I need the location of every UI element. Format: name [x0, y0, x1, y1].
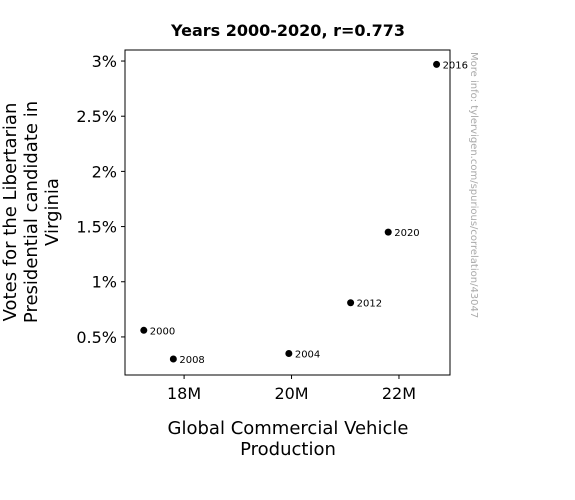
data-point: [347, 299, 355, 307]
data-points: 2000 2004 2008 2012 2016 2020: [140, 60, 468, 366]
point-label: 2004: [295, 349, 320, 360]
watermark: More info: tylervigen.com/spurious/corre…: [468, 52, 479, 318]
point-label: 2000: [150, 326, 175, 337]
x-tick-label: 22M: [382, 384, 416, 403]
x-axis-label: Global Commercial Vehicle Production: [168, 418, 409, 460]
x-axis: 18M 20M 22M: [167, 375, 416, 403]
point-label: 2016: [443, 60, 468, 71]
x-axis-label-line: Production: [240, 439, 336, 460]
plot-area: [124, 49, 451, 376]
y-tick-label: 0.5%: [76, 328, 117, 347]
point-label: 2008: [179, 355, 204, 366]
data-point: [285, 349, 293, 357]
y-axis: 0.5% 1% 1.5% 2% 2.5% 3%: [76, 52, 125, 347]
y-tick-label: 1.5%: [76, 218, 117, 237]
y-axis-label: Votes for the LibertarianPresidential ca…: [0, 101, 63, 323]
y-axis-label-line: Presidential candidate in: [21, 101, 42, 323]
x-axis-label-line: Global Commercial Vehicle: [168, 418, 409, 439]
y-axis-label-line: Virginia: [42, 178, 63, 246]
chart-title: Years 2000-2020, r=0.773: [170, 21, 405, 40]
data-point: [140, 326, 148, 334]
y-tick-label: 1%: [92, 273, 117, 292]
y-axis-label-line: Votes for the Libertarian: [0, 103, 21, 322]
data-point: [384, 228, 392, 236]
y-tick-label: 3%: [92, 52, 117, 71]
point-label: 2020: [394, 228, 419, 239]
point-label: 2012: [357, 299, 382, 310]
x-tick-label: 20M: [274, 384, 308, 403]
y-tick-label: 2%: [92, 162, 117, 181]
data-point: [169, 355, 177, 363]
x-tick-label: 18M: [167, 384, 201, 403]
data-point: [433, 60, 441, 68]
y-tick-label: 2.5%: [76, 107, 117, 126]
